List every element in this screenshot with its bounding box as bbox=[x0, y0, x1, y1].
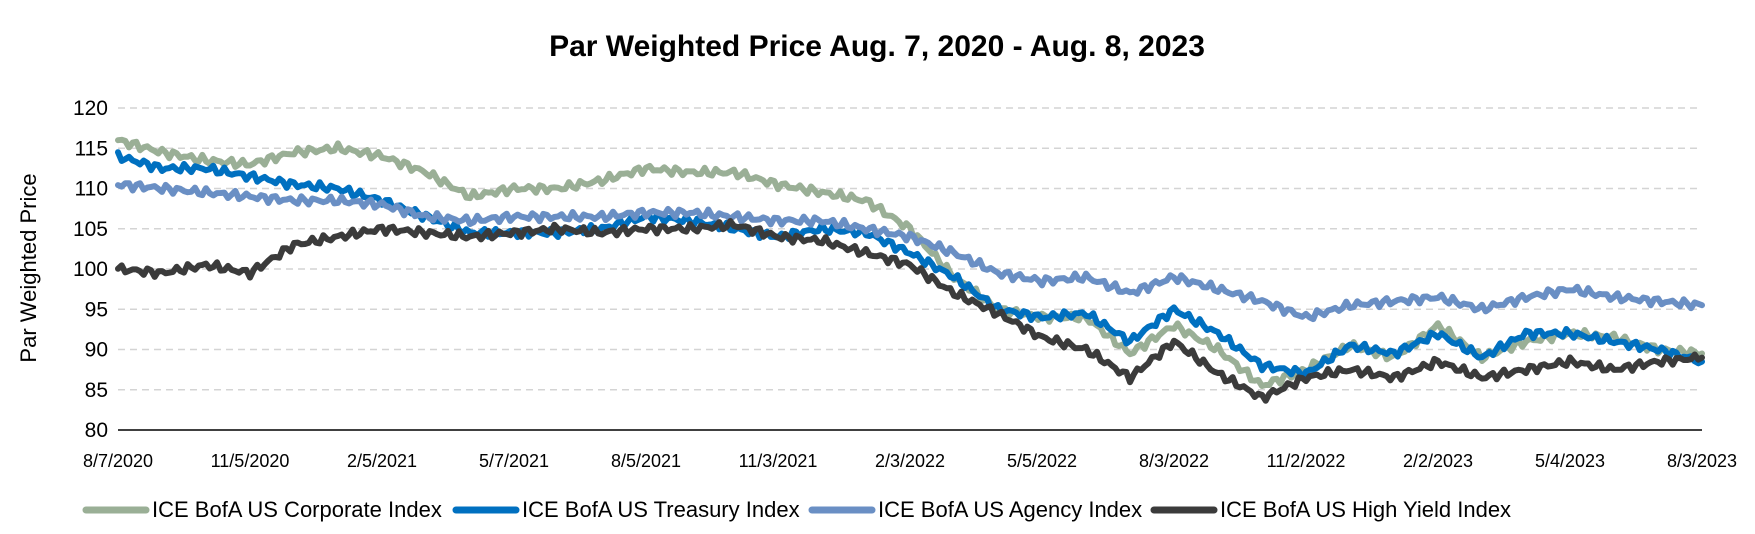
x-tick-label: 5/5/2022 bbox=[1007, 451, 1077, 471]
series-lines bbox=[115, 136, 1705, 404]
x-axis-ticks: 8/7/2020 11/5/2020 2/5/2021 5/7/2021 8/5/202… bbox=[83, 451, 1737, 471]
series-line-1 bbox=[115, 136, 1705, 389]
series-line-4 bbox=[115, 218, 1705, 404]
y-axis-ticks: 80 85 90 95 100 105 110 115 120 bbox=[73, 97, 108, 442]
y-tick-label: 120 bbox=[73, 97, 108, 120]
legend-label: ICE BofA US High Yield Index bbox=[1220, 497, 1511, 522]
x-tick-label: 2/2/2023 bbox=[1403, 451, 1473, 471]
x-tick-label: 8/3/2023 bbox=[1667, 451, 1737, 471]
x-tick-label: 5/4/2023 bbox=[1535, 451, 1605, 471]
x-tick-label: 8/7/2020 bbox=[83, 451, 153, 471]
x-tick-label: 11/2/2022 bbox=[1267, 451, 1346, 471]
x-tick-label: 5/7/2021 bbox=[479, 451, 549, 471]
chart-title: Par Weighted Price Aug. 7, 2020 - Aug. 8… bbox=[549, 30, 1205, 63]
y-tick-label: 110 bbox=[75, 178, 108, 201]
y-tick-label: 80 bbox=[85, 419, 108, 442]
series-line-3 bbox=[115, 180, 1705, 323]
y-tick-label: 90 bbox=[85, 339, 108, 362]
legend: ICE BofA US Corporate Index ICE BofA US T… bbox=[82, 497, 1511, 522]
x-tick-label: 2/5/2021 bbox=[347, 451, 417, 471]
legend-label: ICE BofA US Corporate Index bbox=[152, 497, 442, 522]
legend-label: ICE BofA US Agency Index bbox=[878, 497, 1142, 522]
y-tick-label: 115 bbox=[75, 137, 108, 160]
legend-label: ICE BofA US Treasury Index bbox=[522, 497, 800, 522]
x-tick-label: 8/5/2021 bbox=[611, 451, 681, 471]
y-axis-label: Par Weighted Price bbox=[16, 173, 41, 362]
y-tick-label: 85 bbox=[85, 379, 108, 402]
x-tick-label: 8/3/2022 bbox=[1139, 451, 1209, 471]
x-tick-label: 11/3/2021 bbox=[739, 451, 818, 471]
y-tick-label: 105 bbox=[73, 218, 108, 241]
y-tick-label: 100 bbox=[73, 258, 108, 281]
x-tick-label: 11/5/2020 bbox=[211, 451, 290, 471]
x-tick-label: 2/3/2022 bbox=[875, 451, 945, 471]
y-tick-label: 95 bbox=[85, 298, 108, 321]
